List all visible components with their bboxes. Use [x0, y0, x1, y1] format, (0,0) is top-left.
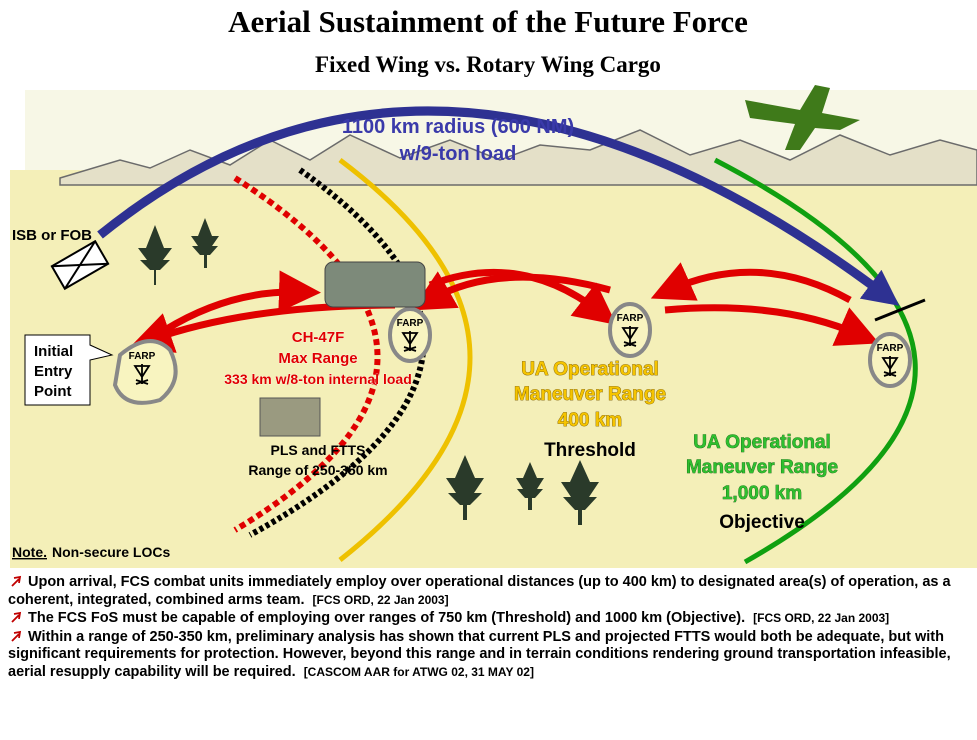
ch47-image: [325, 262, 425, 307]
objective-label: Maneuver Range: [686, 457, 838, 478]
bullet: Upon arrival, FCS combat units immediate…: [8, 574, 970, 609]
fixed-wing-label: w/9-ton load: [399, 143, 517, 165]
farp-icon: FARP: [870, 334, 910, 386]
bullets: Upon arrival, FCS combat units immediate…: [8, 574, 970, 682]
title: Aerial Sustainment of the Future Force: [228, 4, 748, 39]
pls-image: [260, 398, 320, 436]
bullet-source: [FCS ORD, 22 Jan 2003]: [313, 593, 449, 607]
threshold-label: 400 km: [558, 410, 622, 431]
ch47-label: Max Range: [278, 350, 357, 367]
page: Aerial Sustainment of the Future Force F…: [0, 0, 977, 740]
bullet-arrow: [10, 575, 22, 587]
entry-label: Initial: [34, 343, 73, 360]
threshold-label: UA Operational: [521, 359, 659, 380]
farp-icon: FARP: [610, 304, 650, 356]
note-text: Non-secure LOCs: [52, 544, 170, 560]
bullet: The FCS FoS must be capable of employing…: [8, 610, 970, 628]
entry-label: Point: [34, 383, 72, 400]
objective-label: Objective: [719, 512, 805, 533]
bullet-arrow: [10, 611, 22, 623]
pls-label: Range of 250-350 km: [248, 462, 387, 478]
ch47-label: 333 km w/8-ton internal load: [224, 371, 412, 387]
threshold-label: Maneuver Range: [514, 384, 666, 405]
fixed-wing-label: 1100 km radius (600 NM): [342, 116, 574, 138]
note-label: Note.: [12, 544, 47, 560]
farp-icon: FARP: [390, 309, 430, 361]
farp-label: FARP: [877, 343, 904, 354]
note: Note. Non-secure LOCs: [12, 544, 170, 560]
threshold-label: Threshold: [544, 440, 636, 461]
objective-label: 1,000 km: [722, 483, 802, 504]
isb-label: ISB or FOB: [12, 227, 92, 244]
entry-label: Entry: [34, 363, 73, 380]
bullet-source: [FCS ORD, 22 Jan 2003]: [753, 611, 889, 625]
farp-label: FARP: [129, 351, 156, 362]
bullet-text: Upon arrival, FCS combat units immediate…: [8, 574, 951, 608]
bullet-text: The FCS FoS must be capable of employing…: [28, 610, 745, 626]
bullet: Within a range of 250-350 km, preliminar…: [8, 629, 970, 682]
ch47-label: CH-47F: [292, 329, 345, 346]
subtitle: Fixed Wing vs. Rotary Wing Cargo: [315, 52, 661, 77]
farp-label: FARP: [617, 313, 644, 324]
objective-label: UA Operational: [693, 432, 831, 453]
diagram: Aerial Sustainment of the Future Force F…: [0, 0, 977, 572]
bullet-arrow: [10, 630, 22, 642]
farp-label: FARP: [397, 318, 424, 329]
bullet-source: [CASCOM AAR for ATWG 02, 31 MAY 02]: [304, 665, 534, 679]
pls-label: PLS and FTTS: [271, 442, 366, 458]
